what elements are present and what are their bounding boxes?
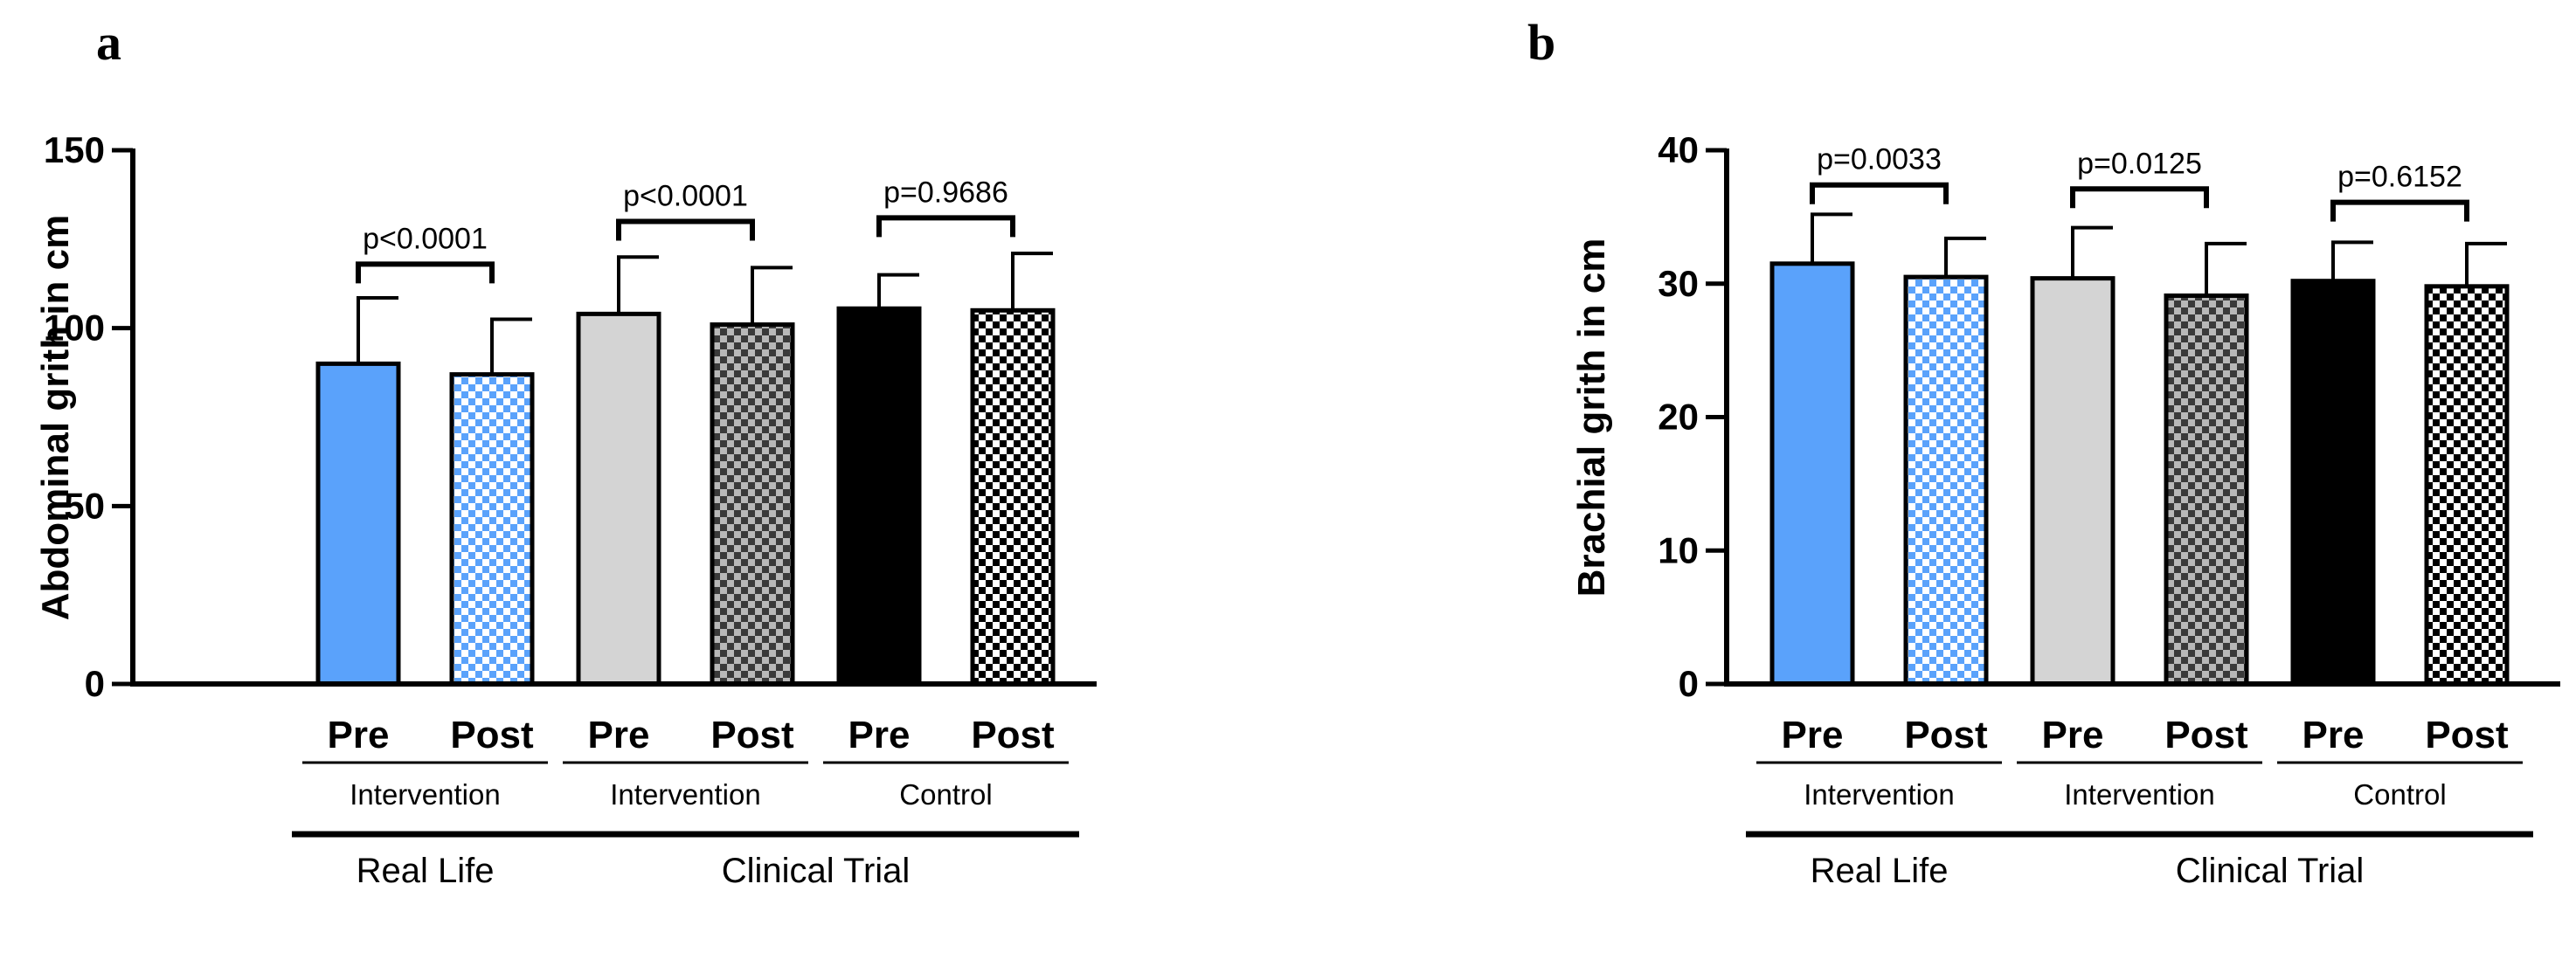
significance-bracket — [876, 215, 1015, 238]
significance-bracket — [2330, 199, 2469, 222]
x-category-label: Post — [2164, 714, 2248, 756]
y-tick-label: 10 — [1658, 529, 1699, 570]
p-value-label: p=0.6152 — [2337, 161, 2462, 194]
group-label: Real Life — [1811, 852, 1949, 890]
y-tick-label: 40 — [1658, 129, 1699, 170]
bar-post-3 — [2424, 284, 2510, 687]
y-tick-label: 0 — [85, 663, 105, 704]
x-category-label: Post — [2425, 714, 2509, 756]
subgroup-label: Intervention — [2064, 778, 2214, 811]
bar-pre-1 — [1769, 261, 1855, 687]
x-category-label: Post — [1904, 714, 1988, 756]
p-value-label: p=0.9686 — [883, 176, 1008, 209]
subgroup-label: Intervention — [350, 778, 500, 811]
bar-pre-3 — [2290, 279, 2376, 687]
group-label: Clinical Trial — [2176, 852, 2365, 890]
significance-bracket — [2070, 186, 2209, 209]
subgroup-label: Control — [2353, 778, 2446, 811]
x-category-label: Pre — [2042, 714, 2104, 756]
x-category-label: Pre — [1782, 714, 1844, 756]
bar-post-1 — [1903, 274, 1989, 687]
p-value-label: p<0.0001 — [363, 222, 488, 255]
y-tick-label: 100 — [44, 307, 105, 349]
subgroup-label: Control — [899, 778, 992, 811]
x-category-label: Pre — [328, 714, 390, 756]
bar-pre-3 — [836, 306, 922, 687]
p-value-label: p=0.0125 — [2077, 147, 2202, 180]
subgroup-label: Intervention — [1804, 778, 1954, 811]
x-category-label: Post — [971, 714, 1055, 756]
significance-bracket — [356, 261, 495, 284]
p-value-label: p<0.0001 — [623, 179, 748, 212]
p-value-label: p=0.0033 — [1817, 143, 1942, 176]
y-tick-label: 50 — [64, 485, 105, 526]
y-tick-label: 30 — [1658, 263, 1699, 304]
group-label: Real Life — [357, 852, 495, 890]
x-category-label: Pre — [2302, 714, 2365, 756]
y-axis-label: Brachial grith in cm — [1570, 238, 1613, 597]
significance-bracket — [1810, 182, 1949, 204]
bar-post-1 — [449, 372, 535, 687]
panel-b: b Brachial grith in cm 0 10 20 30 40 Pre Post Pre… — [1527, 14, 2560, 890]
x-category-label: Pre — [848, 714, 911, 756]
group-label: Clinical Trial — [722, 852, 911, 890]
panel-label: b — [1527, 14, 1555, 71]
panel-label: a — [96, 14, 121, 71]
bar-post-3 — [970, 307, 1056, 687]
significance-bracket — [616, 218, 755, 241]
subgroup-label: Intervention — [610, 778, 760, 811]
x-category-label: Post — [450, 714, 534, 756]
y-axis-label: Abdominal grith in cm — [34, 215, 77, 620]
bar-post-2 — [2164, 293, 2249, 687]
y-tick-label: 150 — [44, 129, 105, 170]
y-tick-label: 0 — [1679, 663, 1699, 704]
panel-a: a Abdominal grith in cm 0 50 100 150 Pre Post Pr… — [34, 14, 1097, 890]
bar-pre-2 — [576, 311, 661, 687]
x-category-label: Post — [710, 714, 794, 756]
x-category-label: Pre — [588, 714, 650, 756]
bar-pre-2 — [2030, 276, 2116, 687]
y-tick-label: 20 — [1658, 397, 1699, 438]
bar-post-2 — [710, 322, 795, 687]
bar-pre-1 — [315, 361, 401, 687]
